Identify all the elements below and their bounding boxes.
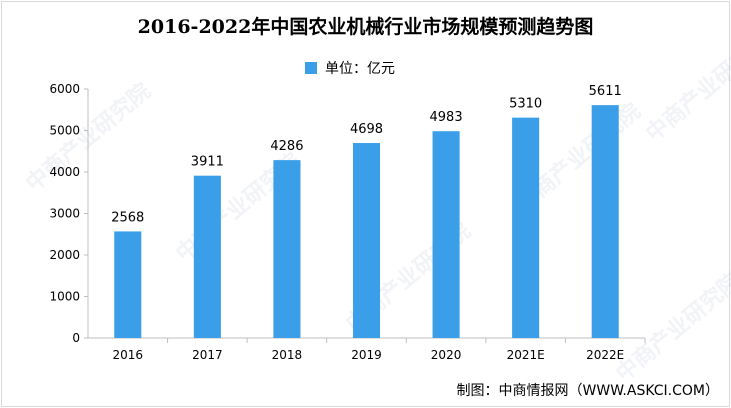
bar [591,105,619,339]
legend-label: 单位：亿元 [325,61,395,77]
x-tick-label: 2020 [431,348,462,362]
y-tick-label: 1000 [49,290,80,304]
data-label: 4698 [350,122,383,137]
x-tick-label: 2018 [272,348,303,362]
y-tick-label: 5000 [49,124,80,138]
data-label: 2568 [111,210,144,225]
credit-text: 制图：中商情报网（WWW.ASKCI.COM） [456,383,719,399]
x-tick-label: 2016 [113,348,144,362]
data-label: 3911 [191,155,224,170]
data-label: 5611 [589,84,622,99]
legend-swatch [305,62,317,74]
chart-title: 2016-2022年中国农业机械行业市场规模预测趋势图 [137,16,594,38]
y-tick-label: 3000 [49,207,80,221]
y-tick-label: 2000 [49,248,80,262]
legend: 单位：亿元 [305,58,395,78]
x-tick-label: 2021E [507,348,545,362]
x-tick-label: 2017 [192,348,223,362]
y-tick-label: 0 [72,331,80,345]
y-tick-label: 4000 [49,165,80,179]
bar [432,131,460,338]
bar [114,231,142,338]
y-tick-label: 6000 [49,82,80,96]
bar [273,160,301,338]
data-label: 5310 [509,97,542,112]
x-tick-label: 2022E [586,348,624,362]
data-label: 4983 [430,110,463,125]
bar [193,175,221,338]
bar [512,117,540,338]
x-tick-label: 2019 [351,348,382,362]
bar [352,143,381,338]
data-label: 4286 [270,139,303,154]
